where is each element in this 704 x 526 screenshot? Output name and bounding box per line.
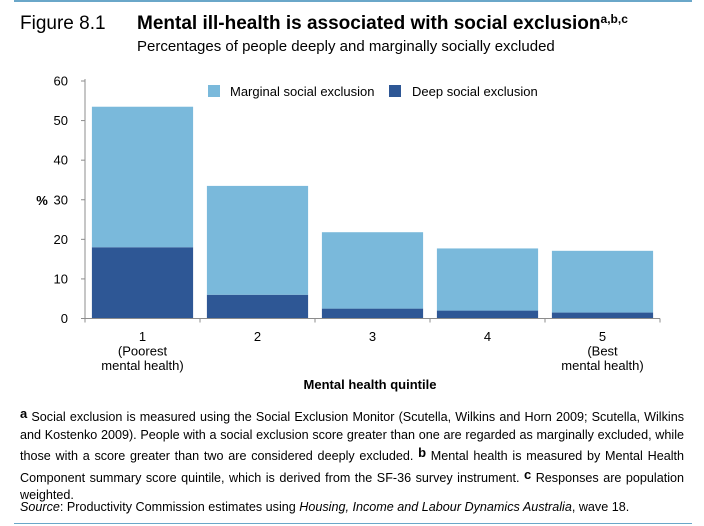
footnote-b-text: Mental health is measured by Mental Heal… (20, 449, 684, 485)
source-dataset: Housing, Income and Labour Dynamics Aust… (299, 500, 572, 514)
y-tick-label: 10 (54, 271, 68, 286)
y-tick-label: 60 (54, 74, 68, 89)
source-text-1: : Productivity Commission estimates usin… (59, 500, 300, 514)
title-text: Mental ill-health is associated with soc… (137, 13, 601, 34)
y-tick-label: 30 (54, 192, 68, 207)
x-tick-label-3: 3 (369, 329, 376, 344)
x-tick-label-5: 5 (Best mental health) (561, 329, 643, 373)
y-tick-label: 0 (61, 311, 68, 326)
top-rule (14, 0, 692, 2)
x-tick-label-1: 1 (Poorest mental health) (101, 329, 183, 373)
y-ticks-layer: 0 10 20 30 40 50 60 (54, 74, 85, 326)
y-axis-label: % (36, 193, 48, 208)
legend-swatch-marginal (208, 85, 220, 97)
bar-deep-3 (321, 308, 424, 319)
bar-marginal-1 (91, 106, 194, 248)
y-tick-label: 20 (54, 232, 68, 247)
bar-deep-2 (206, 294, 309, 319)
source-note: Source: Productivity Commission estimate… (20, 500, 629, 514)
bar-marginal-2 (206, 185, 309, 295)
figure-title: Mental ill-health is associated with soc… (137, 12, 628, 35)
footnote-a-text: Social exclusion is measured using the S… (20, 410, 684, 463)
source-text-2: , wave 18. (571, 500, 630, 514)
footnote-b-mark: b (418, 445, 427, 460)
bar-deep-5 (551, 312, 654, 319)
footnote-c-mark: c (523, 466, 532, 482)
bar-marginal-3 (321, 232, 424, 309)
figure-subtitle: Percentages of people deeply and margina… (137, 38, 555, 55)
legend-label-deep: Deep social exclusion (412, 84, 538, 99)
bars-layer (91, 106, 654, 319)
bar-marginal-4 (436, 248, 539, 311)
source-label: Source (20, 500, 60, 514)
legend-label-marginal: Marginal social exclusion (230, 84, 375, 99)
bar-deep-4 (436, 310, 539, 319)
legend-swatch-deep (389, 85, 401, 97)
footnotes: a Social exclusion is measured using the… (20, 405, 684, 505)
figure-label: Figure 8.1 (20, 13, 106, 34)
footnote-a-mark: a (20, 406, 28, 421)
x-tick-label-4: 4 (484, 329, 491, 344)
x-ticks-layer: 1 (Poorest mental health) 2 3 4 5 (Best mental h… (84, 318, 661, 373)
bottom-rule (14, 523, 692, 524)
legend: Marginal social exclusion Deep social ex… (208, 84, 538, 99)
footnote-c-text: Responses are population weighted. (20, 470, 685, 503)
stacked-bar-chart: 0 10 20 30 40 50 60 1 (Poorest mental health) 2 3 4… (36, 74, 661, 392)
y-tick-label: 50 (54, 113, 68, 128)
title-footnote-marks: a,b,c (600, 12, 628, 26)
bar-marginal-5 (551, 250, 654, 313)
x-tick-label-2: 2 (254, 329, 261, 344)
bar-deep-1 (91, 247, 194, 319)
x-axis-label: Mental health quintile (304, 377, 437, 392)
y-tick-label: 40 (54, 153, 68, 168)
